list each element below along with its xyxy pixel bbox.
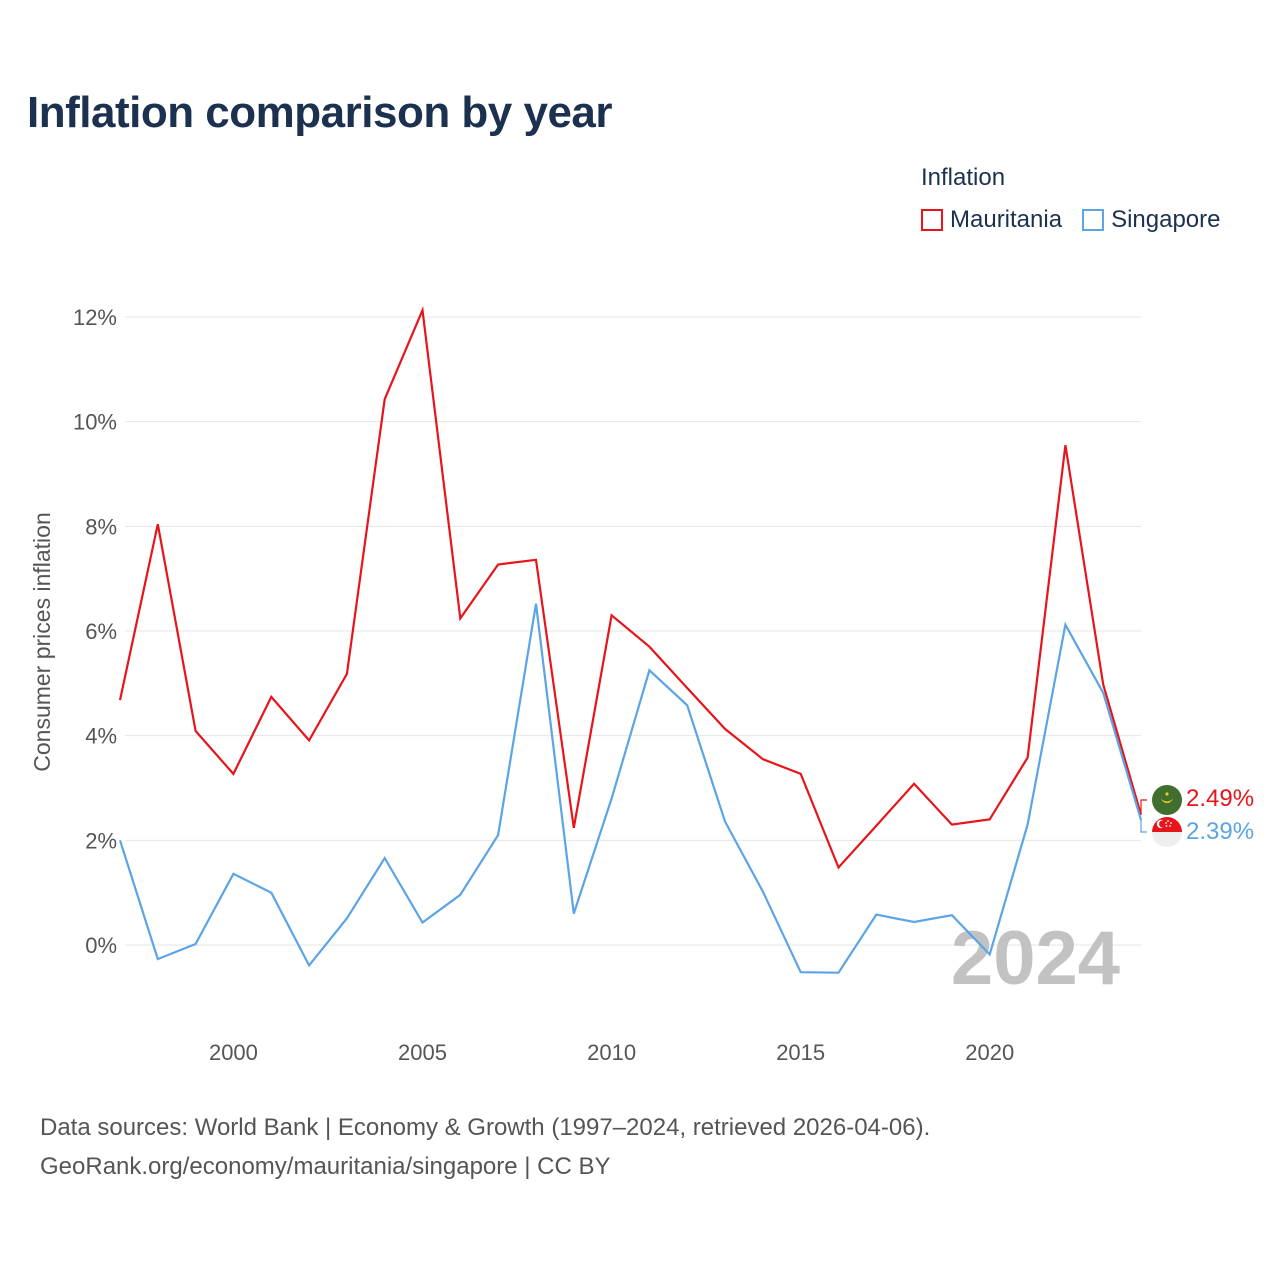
y-tick-label: 0% xyxy=(85,933,117,958)
source-line-2[interactable]: GeoRank.org/economy/mauritania/singapore… xyxy=(40,1153,611,1180)
x-tick-label: 2000 xyxy=(209,1040,258,1065)
y-tick-label: 12% xyxy=(73,305,117,330)
end-markers: 2.49% 2.39% xyxy=(1152,785,1254,847)
mauritania-flag-icon xyxy=(1152,785,1182,815)
end-connector-singapore xyxy=(1140,819,1147,833)
legend-swatch-singapore xyxy=(1082,209,1105,231)
legend-item-mauritania[interactable]: Mauritania xyxy=(921,206,1062,234)
y-axis-ticks: 0% 2% 4% 6% 8% 10% 12% xyxy=(73,305,117,958)
legend-swatch-mauritania xyxy=(921,209,943,231)
source-line-1: Data sources: World Bank | Economy & Gro… xyxy=(40,1114,931,1141)
legend-label-singapore: Singapore xyxy=(1111,206,1221,233)
end-label-singapore: 2.39% xyxy=(1186,818,1254,845)
legend: Mauritania Singapore xyxy=(921,206,1240,234)
gridlines xyxy=(125,316,1141,946)
legend-title: Inflation xyxy=(921,164,1006,191)
y-tick-label: 8% xyxy=(85,514,117,539)
y-tick-label: 6% xyxy=(85,619,117,644)
x-axis-ticks: 2000 2005 2010 2015 2020 xyxy=(209,1040,1014,1065)
y-axis-label: Consumer prices inflation xyxy=(29,512,55,772)
legend-item-singapore[interactable]: Singapore xyxy=(1082,206,1220,234)
end-connector-mauritania xyxy=(1140,799,1147,815)
y-tick-label: 10% xyxy=(73,410,117,435)
y-tick-label: 4% xyxy=(85,724,117,749)
x-tick-label: 2005 xyxy=(398,1040,447,1065)
legend-label-mauritania: Mauritania xyxy=(950,206,1063,233)
chart-title: Inflation comparison by year xyxy=(27,88,613,137)
x-tick-label: 2020 xyxy=(965,1040,1014,1065)
series-line-singapore[interactable] xyxy=(118,603,1143,974)
series-line-mauritania[interactable] xyxy=(118,305,1143,870)
x-tick-label: 2010 xyxy=(587,1040,636,1065)
year-watermark: 2024 xyxy=(951,916,1120,1001)
end-label-mauritania: 2.49% xyxy=(1186,785,1254,812)
series-lines xyxy=(118,305,1147,974)
x-tick-label: 2015 xyxy=(776,1040,825,1065)
singapore-flag-icon xyxy=(1152,817,1182,847)
y-tick-label: 2% xyxy=(85,828,117,853)
source-note: Data sources: World Bank | Economy & Gro… xyxy=(40,1108,930,1186)
